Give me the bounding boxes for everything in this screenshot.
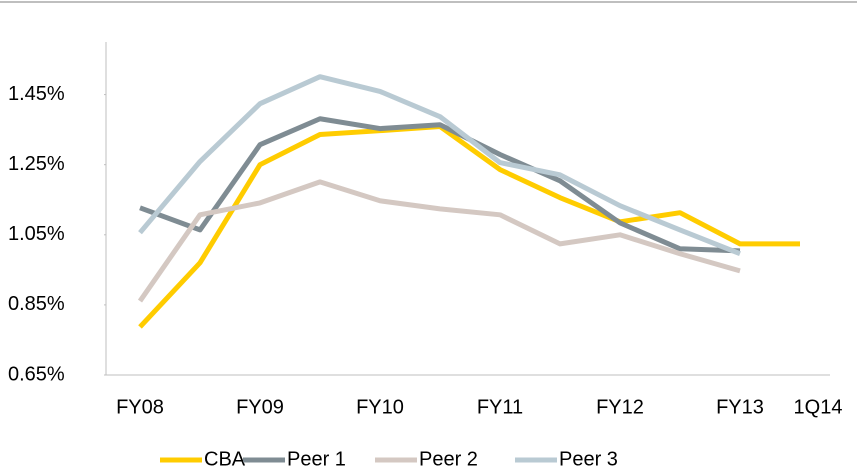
y-tick-label: 0.85% <box>8 293 65 315</box>
series-line <box>138 74 741 257</box>
y-tick-label: 0.65% <box>8 363 65 385</box>
y-tick-label: 1.45% <box>8 83 65 105</box>
x-tick-label: FY13 <box>716 396 764 418</box>
legend-label: Peer 2 <box>419 448 478 470</box>
x-tick-label: 1Q14 <box>794 396 843 418</box>
x-tick-label: FY08 <box>116 396 164 418</box>
y-tick-label: 1.05% <box>8 223 65 245</box>
legend-label: Peer 1 <box>287 448 346 470</box>
x-tick-label: FY12 <box>596 396 644 418</box>
y-tick-label: 1.25% <box>8 153 65 175</box>
series-line <box>139 116 741 254</box>
series-line <box>138 123 800 329</box>
x-tick-label: FY11 <box>477 396 523 418</box>
series-line <box>137 179 741 303</box>
x-tick-label: FY09 <box>236 396 284 418</box>
legend-label: CBA <box>204 448 246 470</box>
legend-label: Peer 3 <box>559 448 618 470</box>
x-tick-label: FY10 <box>356 396 404 418</box>
